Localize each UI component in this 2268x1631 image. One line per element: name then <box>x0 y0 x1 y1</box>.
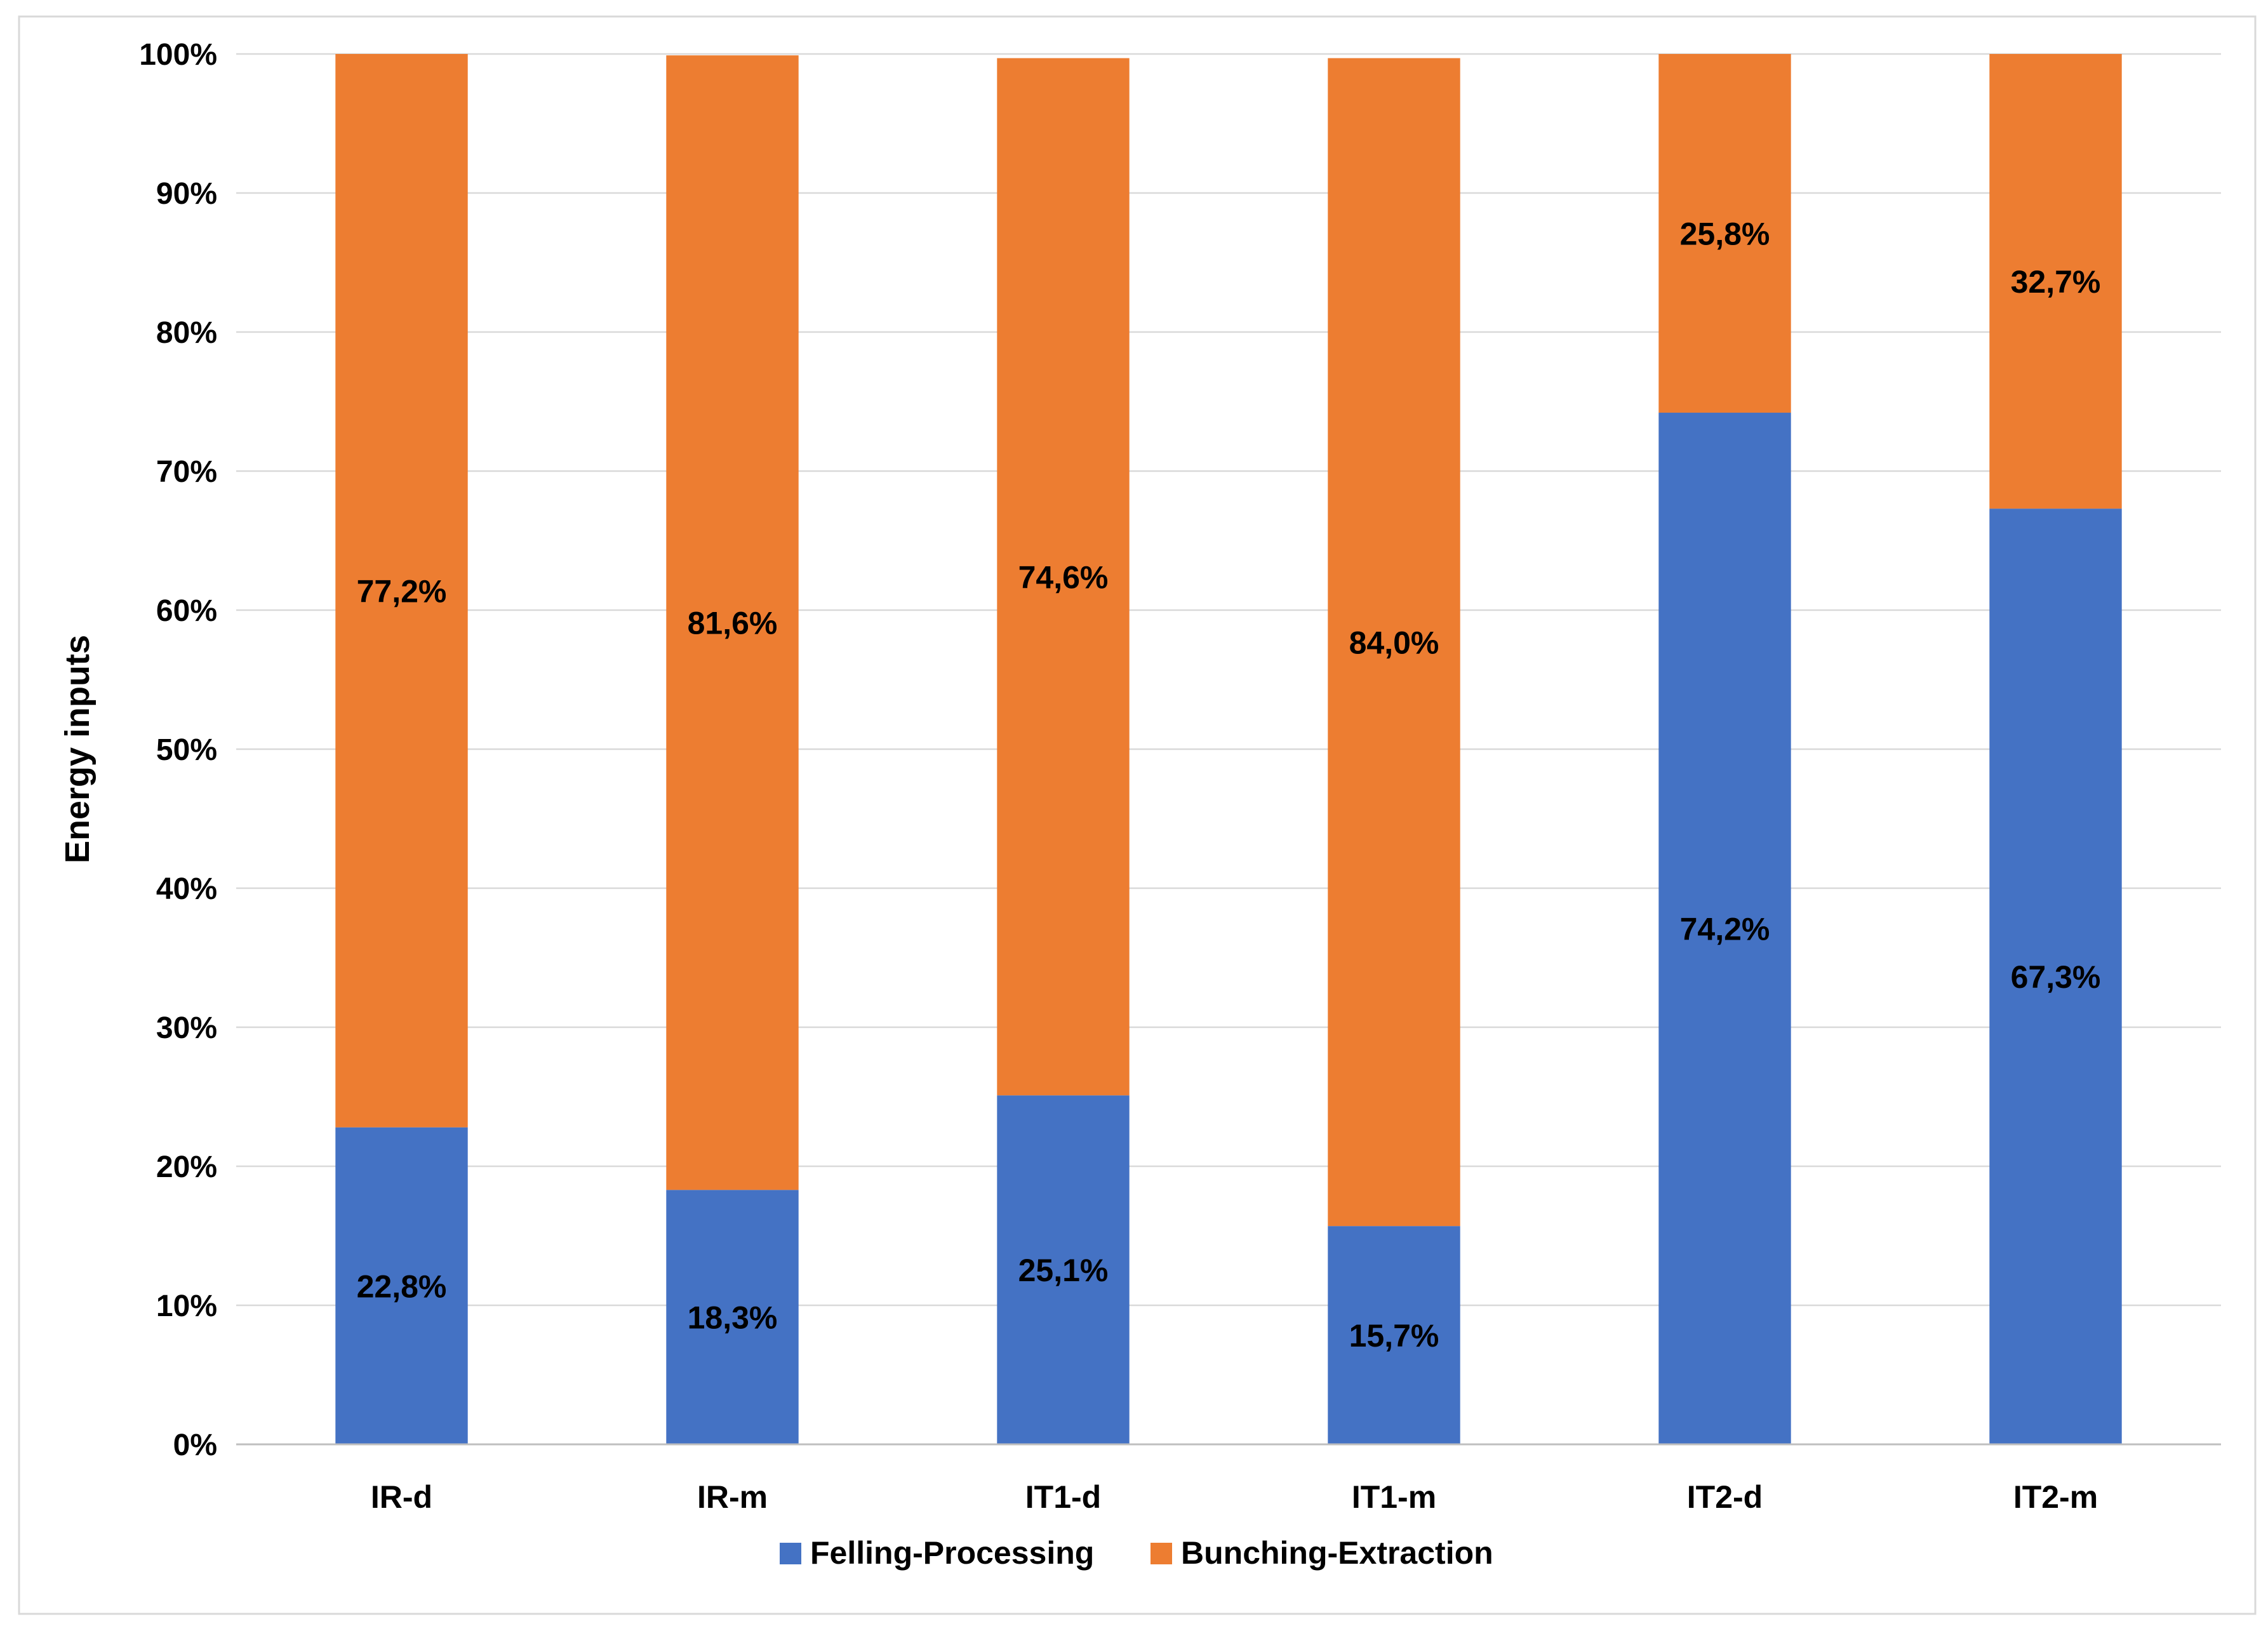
data-label: 84,0% <box>1349 625 1439 660</box>
data-label: 74,6% <box>1018 559 1109 595</box>
y-tick-label: 40% <box>156 872 217 906</box>
bar-felling-processing-it1-d <box>997 1095 1130 1444</box>
bar-felling-processing-ir-m <box>666 1190 799 1444</box>
y-tick-label: 30% <box>156 1011 217 1045</box>
data-label: 18,3% <box>688 1300 778 1336</box>
bar-bunching-extraction-it1-d <box>997 58 1130 1096</box>
x-tick-label: IT2-m <box>2013 1479 2098 1515</box>
y-tick-label: 60% <box>156 594 217 628</box>
y-tick-label: 0% <box>173 1428 217 1462</box>
bar-bunching-extraction-it1-m <box>1328 58 1460 1227</box>
y-tick-label: 10% <box>156 1289 217 1323</box>
legend-label: Bunching-Extraction <box>1181 1535 1493 1571</box>
bar-felling-processing-it2-m <box>1989 509 2122 1444</box>
bar-bunching-extraction-ir-m <box>666 55 799 1190</box>
data-label: 25,1% <box>1018 1253 1109 1288</box>
y-tick-label: 90% <box>156 177 217 211</box>
data-label: 74,2% <box>1680 912 1770 947</box>
x-tick-label: IT1-d <box>1025 1479 1101 1515</box>
axes: 0% 10% 20% 30% 40% 50% 60% 70% 80% 90% 100% Energy … <box>58 38 2221 1515</box>
data-label: 81,6% <box>688 606 778 641</box>
y-tick-label: 70% <box>156 455 217 489</box>
data-label: 32,7% <box>2011 264 2101 300</box>
data-label: 77,2% <box>357 573 447 609</box>
bar-felling-processing-ir-d <box>335 1127 468 1444</box>
y-tick-label: 80% <box>156 316 217 350</box>
legend-swatch-bunching-extraction <box>1151 1543 1172 1564</box>
data-labels: 22,8% 77,2% 18,3% 81,6% 25,1% 74,6% 15,7% 84,0%… <box>357 216 2101 1354</box>
data-label: 22,8% <box>357 1268 447 1304</box>
x-tick-label: IR-d <box>371 1479 432 1515</box>
bar-felling-processing-it2-d <box>1658 413 1791 1444</box>
x-tick-label: IT1-m <box>1352 1479 1436 1515</box>
bar-bunching-extraction-it2-m <box>1989 54 2122 509</box>
data-label: 67,3% <box>2011 959 2101 995</box>
gridlines <box>236 53 2221 1307</box>
bars <box>335 54 2122 1444</box>
y-tick-label: 20% <box>156 1150 217 1184</box>
x-tick-label: IR-m <box>697 1479 768 1515</box>
y-tick-label: 50% <box>156 733 217 767</box>
legend-swatch-felling-processing <box>780 1543 801 1564</box>
legend: Felling-Processing Bunching-Extraction <box>780 1535 1493 1571</box>
data-label: 25,8% <box>1680 216 1770 252</box>
bar-bunching-extraction-ir-d <box>335 54 468 1128</box>
legend-label: Felling-Processing <box>810 1535 1094 1571</box>
data-label: 15,7% <box>1349 1318 1439 1354</box>
y-tick-label: 100% <box>139 38 217 72</box>
bar-felling-processing-it1-m <box>1328 1226 1460 1444</box>
x-tick-label: IT2-d <box>1687 1479 1763 1515</box>
y-axis-title: Energy inputs <box>58 635 97 863</box>
bar-bunching-extraction-it2-d <box>1658 54 1791 413</box>
